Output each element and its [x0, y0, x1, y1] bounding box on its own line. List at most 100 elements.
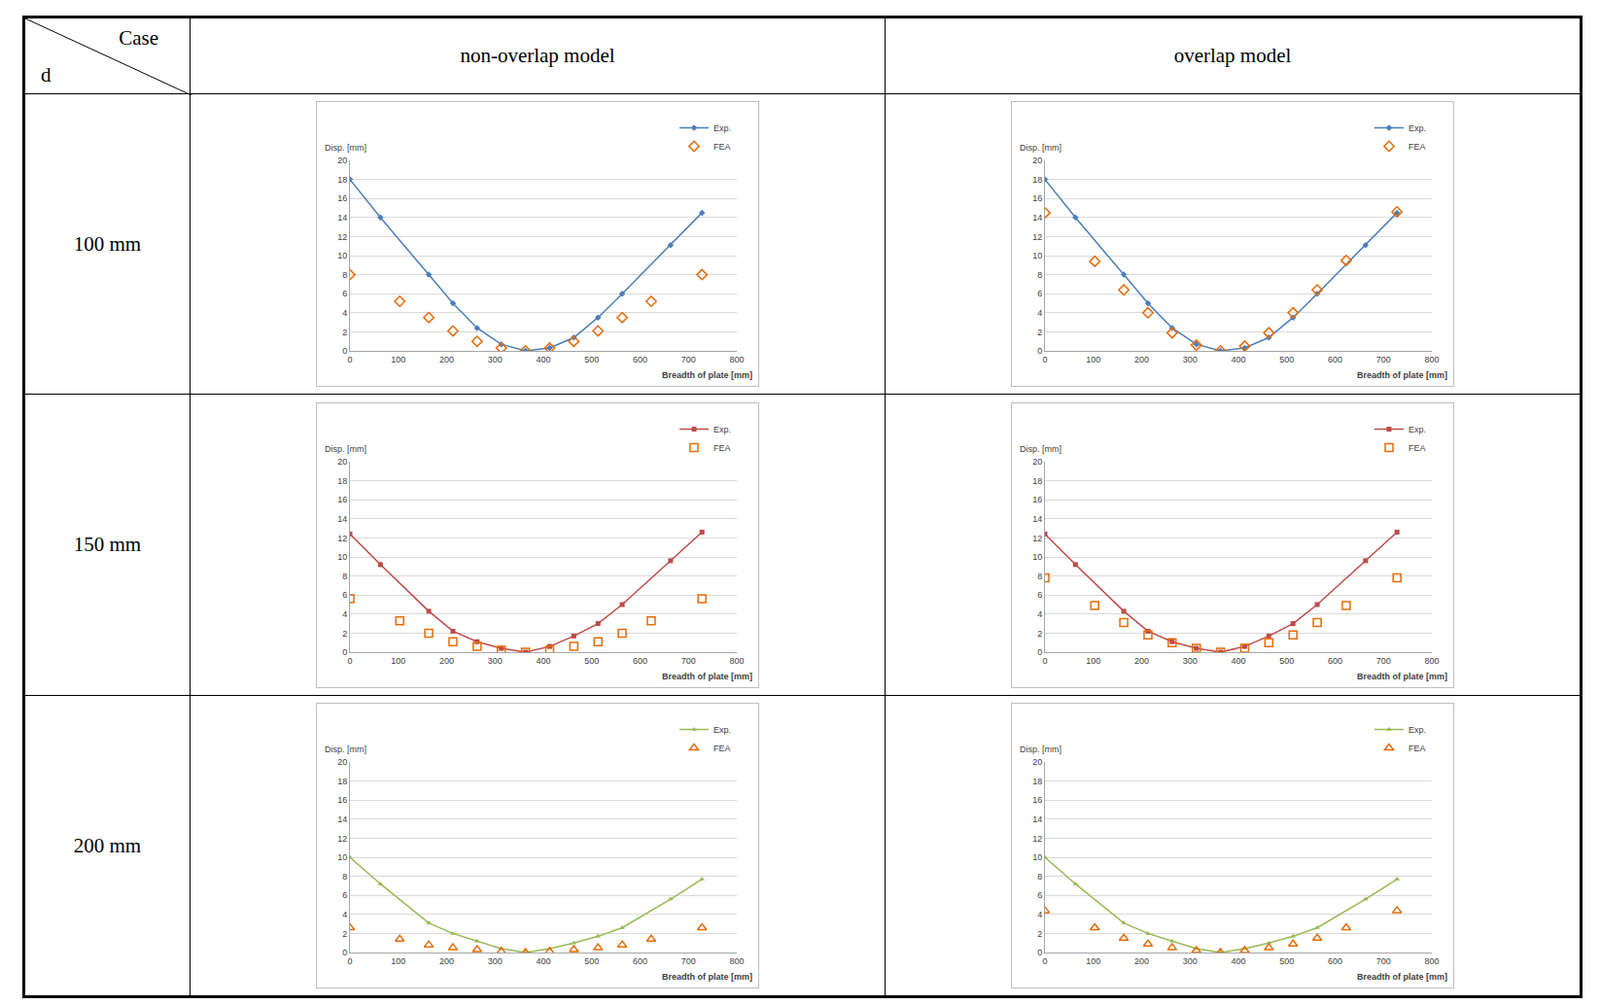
svg-text:Exp.: Exp. [713, 725, 731, 735]
svg-text:800: 800 [1424, 956, 1439, 967]
svg-text:200: 200 [439, 956, 454, 967]
svg-text:FEA: FEA [1408, 443, 1427, 453]
svg-text:0: 0 [342, 647, 348, 658]
svg-text:Disp. [mm]: Disp. [mm] [1019, 444, 1062, 454]
svg-text:600: 600 [632, 655, 648, 665]
svg-text:800: 800 [1424, 354, 1439, 365]
svg-text:400: 400 [535, 956, 551, 967]
svg-text:12: 12 [337, 532, 348, 543]
svg-text:700: 700 [1376, 655, 1392, 665]
svg-text:4: 4 [1037, 608, 1043, 619]
svg-text:Disp. [mm]: Disp. [mm] [324, 142, 367, 153]
svg-text:600: 600 [632, 354, 648, 365]
svg-text:0: 0 [1042, 655, 1047, 665]
svg-text:8: 8 [1037, 570, 1043, 581]
svg-text:4: 4 [342, 608, 348, 619]
svg-text:Breadth of plate [mm]: Breadth of plate [mm] [1356, 370, 1448, 381]
svg-text:18: 18 [337, 174, 348, 185]
svg-text:600: 600 [1327, 354, 1343, 365]
svg-text:18: 18 [337, 475, 348, 486]
svg-text:4: 4 [342, 308, 348, 318]
svg-text:20: 20 [1032, 757, 1043, 767]
svg-text:2: 2 [1037, 929, 1043, 940]
svg-text:8: 8 [342, 270, 348, 280]
svg-text:20: 20 [337, 757, 348, 767]
svg-text:0: 0 [342, 346, 348, 356]
svg-text:0: 0 [1042, 354, 1047, 365]
svg-text:300: 300 [487, 354, 503, 365]
svg-text:4: 4 [1037, 308, 1043, 318]
svg-text:800: 800 [729, 354, 744, 365]
svg-text:2: 2 [342, 627, 348, 638]
svg-text:Exp.: Exp. [1408, 424, 1427, 435]
svg-text:14: 14 [337, 814, 348, 825]
svg-text:800: 800 [729, 956, 744, 967]
svg-text:Disp. [mm]: Disp. [mm] [324, 444, 367, 454]
svg-text:14: 14 [1032, 212, 1043, 223]
svg-text:Exp.: Exp. [1408, 725, 1427, 735]
svg-text:18: 18 [1032, 174, 1043, 185]
svg-text:6: 6 [1037, 590, 1043, 600]
svg-text:14: 14 [1032, 814, 1043, 825]
svg-text:FEA: FEA [1408, 141, 1427, 152]
svg-text:14: 14 [337, 513, 348, 523]
svg-text:10: 10 [1032, 852, 1043, 863]
svg-text:FEA: FEA [713, 743, 731, 754]
svg-text:10: 10 [1032, 250, 1043, 261]
svg-text:0: 0 [347, 354, 352, 365]
svg-text:200: 200 [1134, 956, 1149, 967]
svg-text:12: 12 [337, 834, 348, 844]
svg-text:100: 100 [1085, 354, 1101, 365]
svg-text:200: 200 [1134, 354, 1149, 365]
svg-text:14: 14 [337, 212, 348, 223]
svg-text:0: 0 [347, 655, 352, 665]
svg-text:6: 6 [342, 890, 348, 901]
svg-text:FEA: FEA [713, 443, 731, 453]
svg-text:2: 2 [1037, 627, 1043, 638]
svg-text:16: 16 [1032, 494, 1043, 505]
svg-text:16: 16 [337, 494, 348, 505]
svg-text:2: 2 [342, 929, 348, 940]
svg-text:18: 18 [1032, 776, 1043, 787]
svg-text:2: 2 [1037, 327, 1043, 338]
svg-text:6: 6 [342, 590, 348, 600]
svg-text:700: 700 [1376, 956, 1392, 967]
svg-text:14: 14 [1032, 513, 1043, 523]
svg-text:8: 8 [1037, 871, 1043, 882]
svg-text:8: 8 [342, 570, 348, 581]
svg-text:FEA: FEA [713, 141, 731, 152]
svg-text:400: 400 [535, 655, 551, 665]
svg-text:FEA: FEA [1408, 743, 1427, 754]
svg-text:100: 100 [1085, 655, 1101, 665]
svg-text:0: 0 [1037, 947, 1043, 958]
svg-text:10: 10 [337, 552, 348, 562]
svg-text:600: 600 [632, 956, 648, 967]
svg-text:20: 20 [337, 456, 348, 467]
svg-text:16: 16 [337, 795, 348, 805]
svg-text:300: 300 [1182, 956, 1198, 967]
svg-text:2: 2 [342, 327, 348, 338]
svg-text:800: 800 [1424, 655, 1439, 665]
svg-text:500: 500 [584, 354, 599, 365]
svg-text:0: 0 [347, 956, 352, 967]
svg-text:600: 600 [1327, 956, 1343, 967]
svg-text:700: 700 [681, 956, 696, 967]
svg-text:Exp.: Exp. [1408, 123, 1427, 134]
svg-text:300: 300 [1182, 354, 1198, 365]
svg-text:400: 400 [1230, 655, 1246, 665]
svg-text:10: 10 [337, 250, 348, 261]
svg-text:12: 12 [1032, 232, 1043, 243]
svg-text:700: 700 [681, 655, 696, 665]
svg-text:0: 0 [342, 947, 348, 958]
svg-text:16: 16 [337, 193, 348, 204]
svg-text:0: 0 [1037, 346, 1043, 356]
svg-text:100: 100 [1085, 956, 1101, 967]
svg-text:Exp.: Exp. [713, 123, 731, 134]
svg-text:300: 300 [487, 655, 503, 665]
svg-text:20: 20 [1032, 456, 1043, 467]
svg-text:Breadth of plate [mm]: Breadth of plate [mm] [661, 671, 753, 682]
svg-text:Exp.: Exp. [713, 424, 731, 435]
svg-text:4: 4 [1037, 909, 1043, 920]
svg-text:20: 20 [1032, 155, 1043, 166]
svg-text:800: 800 [729, 655, 744, 665]
